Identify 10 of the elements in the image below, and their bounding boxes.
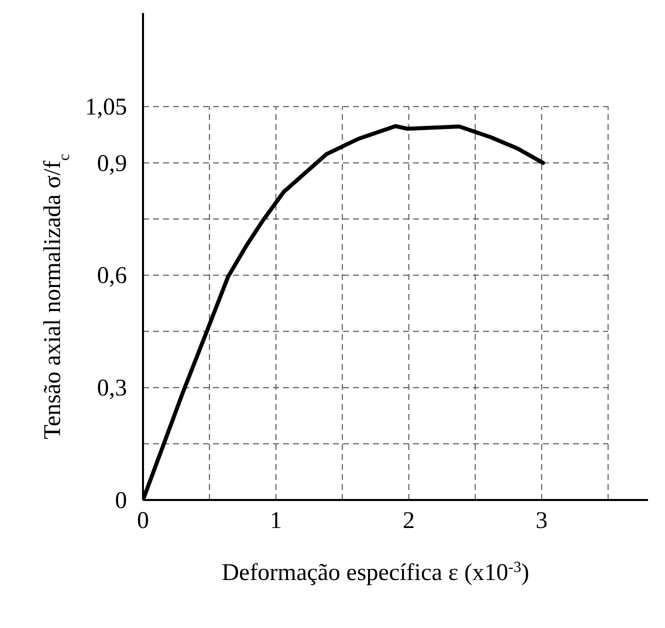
y-tick-label: 0,9 — [97, 150, 127, 177]
y-tick-label: 0,6 — [97, 263, 127, 290]
x-tick-label: 3 — [536, 508, 548, 534]
y-tick-label: 0 — [115, 488, 127, 514]
y-tick-label: 1,05 — [85, 94, 127, 121]
y-tick-label: 0,3 — [97, 376, 127, 402]
x-tick-label: 0 — [137, 508, 149, 534]
x-tick-label: 1 — [270, 508, 282, 534]
x-tick-label: 2 — [402, 508, 415, 534]
x-axis-title: Deformação específica ε (x10$^{-3}$) — [222, 558, 530, 586]
